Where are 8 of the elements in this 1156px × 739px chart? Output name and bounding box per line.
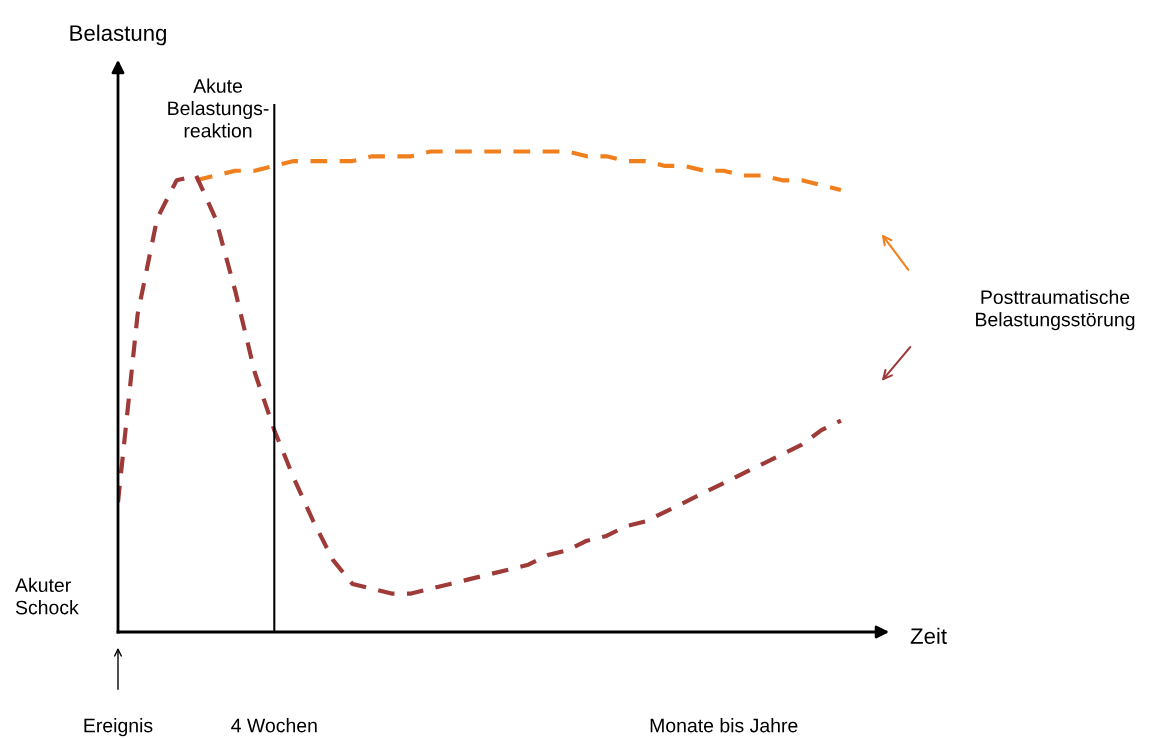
- text: Akuter Schock: [15, 577, 79, 615]
- x-tick-label: 4 Wochen: [231, 718, 317, 733]
- x-tick-label: Monate bis Jahre: [650, 718, 798, 733]
- text: Posttraumatische Belastungsstörung: [976, 289, 1135, 331]
- y-axis-title: Belastung: [70, 24, 166, 46]
- x-tick-label: Ereignis: [84, 718, 153, 737]
- x-axis-title: Zeit: [910, 627, 947, 644]
- text: Akute Belastungs- reaktion: [168, 78, 269, 138]
